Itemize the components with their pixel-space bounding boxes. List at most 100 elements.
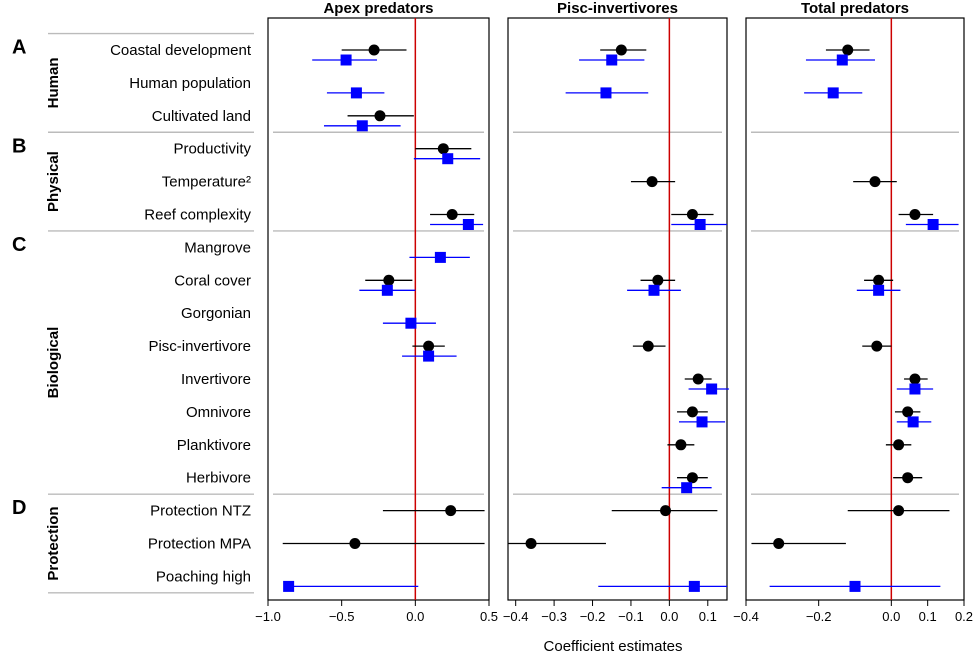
panel-apex-predators: Apex predators −1.0 −0.5 0.0 0.5 bbox=[255, 0, 498, 624]
x-tick-label: −1.0 bbox=[255, 609, 281, 624]
point-estimate-blue bbox=[696, 416, 708, 428]
point-estimate-blue bbox=[405, 317, 417, 329]
point-estimate-black bbox=[642, 340, 654, 352]
point-estimate-black bbox=[873, 274, 885, 286]
panel-title: Apex predators bbox=[323, 0, 433, 17]
x-tick-label: 0.0 bbox=[406, 609, 424, 624]
point-estimate-black bbox=[525, 538, 537, 549]
point-estimate-blue bbox=[873, 284, 885, 296]
point-estimate-blue bbox=[434, 251, 446, 263]
row-label-pisc-invertivore: Pisc-invertivore bbox=[148, 338, 251, 355]
point-estimate-blue bbox=[283, 580, 295, 592]
point-estimate-blue bbox=[927, 219, 939, 230]
x-tick-label: 0.2 bbox=[955, 609, 973, 624]
row-label-protection-mpa: Protection MPA bbox=[148, 536, 251, 553]
row-label-mangrove: Mangrove bbox=[184, 239, 251, 256]
panel-frame bbox=[267, 17, 490, 601]
point-estimate-black bbox=[871, 340, 883, 352]
point-estimate-black bbox=[902, 406, 914, 418]
point-estimate-black bbox=[909, 373, 921, 385]
row-label-poaching-high: Poaching high bbox=[156, 568, 251, 585]
x-tick-label: −0.2 bbox=[580, 609, 606, 624]
x-tick-label: 0.0 bbox=[660, 609, 678, 624]
point-estimate-blue bbox=[606, 54, 618, 66]
x-tick-label: −0.5 bbox=[329, 609, 355, 624]
point-estimate-blue bbox=[356, 120, 368, 132]
row-label-coastal-development: Coastal development bbox=[110, 42, 252, 59]
row-label-invertivore: Invertivore bbox=[181, 371, 251, 388]
x-tick-label: −0.1 bbox=[618, 609, 644, 624]
x-tick-label: −0.4 bbox=[733, 609, 759, 624]
x-tick-label: 0.5 bbox=[480, 609, 498, 624]
panel-title: Total predators bbox=[801, 0, 909, 17]
panel-pisc-invertivores: Pisc-invertivores −0.4 −0.3 −0.2 −0.1 0.0 0.1 bbox=[503, 0, 729, 624]
point-estimate-blue bbox=[907, 416, 919, 428]
point-estimate-black bbox=[383, 274, 395, 286]
point-estimate-black bbox=[773, 538, 785, 549]
panel-frame bbox=[745, 17, 965, 601]
group-labels: A Human B Physical C Biological D Protection bbox=[12, 32, 254, 594]
point-estimate-black bbox=[893, 439, 905, 451]
point-estimate-blue bbox=[909, 383, 921, 395]
point-estimate-blue bbox=[423, 350, 435, 362]
point-estimate-blue bbox=[849, 580, 861, 592]
point-estimate-blue bbox=[688, 580, 700, 592]
point-estimate-black bbox=[842, 44, 854, 56]
row-label-productivity: Productivity bbox=[173, 141, 251, 158]
point-estimate-black bbox=[437, 143, 449, 155]
section-letter-d: D bbox=[12, 497, 26, 519]
point-estimate-blue bbox=[462, 219, 474, 230]
row-label-temperature: Temperature² bbox=[162, 174, 251, 191]
point-estimate-black bbox=[893, 505, 905, 517]
point-estimate-blue bbox=[681, 482, 693, 494]
point-estimate-blue bbox=[442, 153, 454, 165]
x-tick-label: −0.3 bbox=[541, 609, 567, 624]
row-label-omnivore: Omnivore bbox=[186, 404, 251, 421]
section-letter-b: B bbox=[12, 135, 26, 157]
row-labels: Coastal development Human population Culti… bbox=[110, 42, 252, 585]
x-tick-label: −0.4 bbox=[503, 609, 529, 624]
x-tick-label: 0.1 bbox=[919, 609, 937, 624]
panels: Apex predators −1.0 −0.5 0.0 0.5 Pisc-inverti… bbox=[255, 0, 973, 624]
point-estimate-blue bbox=[350, 87, 362, 99]
point-estimate-black bbox=[692, 373, 704, 385]
point-estimate-black bbox=[652, 274, 664, 286]
row-label-protection-ntz: Protection NTZ bbox=[150, 503, 251, 520]
point-estimate-black bbox=[615, 44, 627, 56]
point-estimate-blue bbox=[381, 284, 393, 296]
point-estimate-black bbox=[646, 176, 658, 188]
x-tick-label: 0.0 bbox=[882, 609, 900, 624]
row-label-planktivore: Planktivore bbox=[177, 437, 251, 454]
point-estimate-black bbox=[686, 472, 698, 484]
x-tick-label: 0.1 bbox=[699, 609, 717, 624]
x-tick-label: −0.2 bbox=[806, 609, 832, 624]
point-estimate-black bbox=[686, 209, 698, 220]
group-label-physical: Physical bbox=[45, 151, 62, 212]
group-label-human: Human bbox=[45, 57, 62, 108]
point-estimate-black bbox=[374, 110, 386, 122]
point-estimate-black bbox=[445, 505, 457, 517]
section-letter-a: A bbox=[12, 37, 26, 59]
row-label-coral-cover: Coral cover bbox=[174, 272, 251, 289]
row-label-reef-complexity: Reef complexity bbox=[144, 207, 251, 224]
point-estimate-black bbox=[909, 209, 921, 220]
point-estimate-black bbox=[869, 176, 881, 188]
point-estimate-black bbox=[675, 439, 687, 451]
point-estimate-black bbox=[368, 44, 380, 56]
point-estimate-black bbox=[423, 340, 435, 352]
panel-frame bbox=[507, 17, 728, 601]
row-label-cultivated-land: Cultivated land bbox=[152, 108, 251, 125]
point-estimate-black bbox=[660, 505, 672, 517]
row-label-herbivore: Herbivore bbox=[186, 470, 251, 487]
point-estimate-blue bbox=[340, 54, 352, 66]
row-label-human-population: Human population bbox=[129, 75, 251, 92]
x-axis-label: Coefficient estimates bbox=[544, 638, 683, 655]
point-estimate-blue bbox=[600, 87, 612, 99]
point-estimate-blue bbox=[836, 54, 848, 66]
point-estimate-blue bbox=[827, 87, 839, 99]
row-label-gorgonian: Gorgonian bbox=[181, 305, 251, 322]
panel-title: Pisc-invertivores bbox=[557, 0, 678, 17]
section-letter-c: C bbox=[12, 234, 26, 256]
panel-total-predators: Total predators −0.4 −0.2 0.0 0.1 0.2 bbox=[733, 0, 973, 624]
